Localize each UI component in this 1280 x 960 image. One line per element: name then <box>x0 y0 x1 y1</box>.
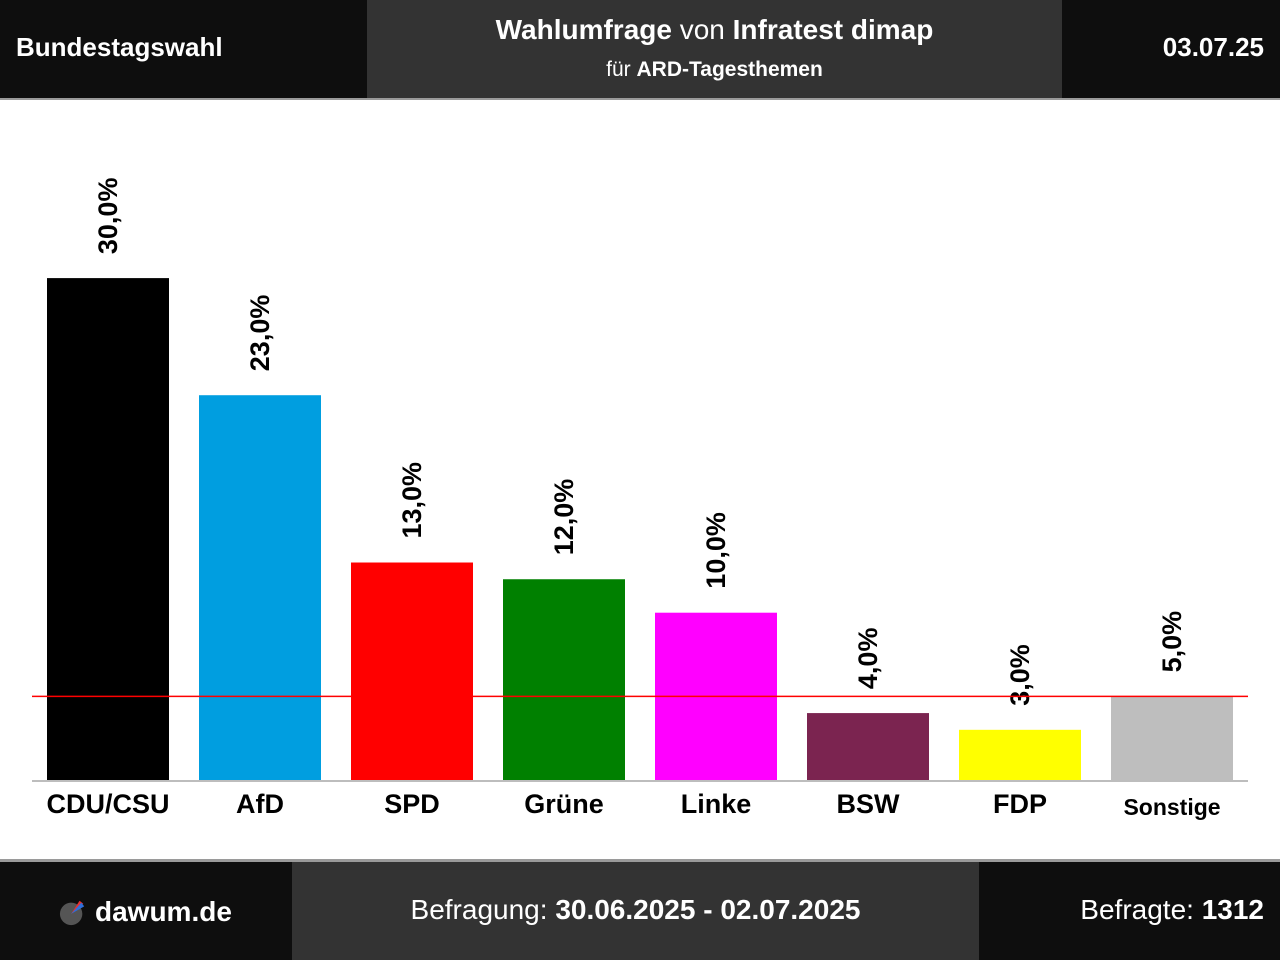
category-label-8: Sonstige <box>1123 794 1220 820</box>
category-label-5: Linke <box>681 789 752 819</box>
respondents: Befragte: 1312 <box>1080 894 1264 926</box>
header-center-panel: Wahlumfrage von Infratest dimap für ARD-… <box>367 0 1062 98</box>
category-label-2: AfD <box>236 789 284 819</box>
survey-date: 03.07.25 <box>1162 32 1264 62</box>
period-value: 30.06.2025 - 02.07.2025 <box>555 894 861 925</box>
header-right-panel: 03.07.25 <box>1062 0 1280 98</box>
value-label-1: 30,0% <box>93 178 123 255</box>
value-label-2: 23,0% <box>245 295 275 372</box>
footer-center-panel: Befragung: 30.06.2025 - 02.07.2025 <box>292 862 979 960</box>
bar-3 <box>351 562 473 780</box>
value-label-7: 3,0% <box>1005 644 1035 706</box>
value-label-6: 4,0% <box>853 628 883 690</box>
footer-right-panel: Befragte: 1312 <box>979 862 1280 960</box>
category-label-6: BSW <box>837 789 901 819</box>
bar-6 <box>807 713 929 780</box>
survey-word: Wahlumfrage <box>495 14 672 45</box>
dawum-logo-icon <box>59 900 85 926</box>
category-label-1: CDU/CSU <box>46 789 169 819</box>
bar-4 <box>503 579 625 780</box>
survey-subtitle: für ARD-Tagesthemen <box>367 58 1062 82</box>
value-label-3: 13,0% <box>397 462 427 539</box>
bar-7 <box>959 729 1081 780</box>
bar-8 <box>1111 696 1233 780</box>
client-name: ARD-Tagesthemen <box>636 58 823 81</box>
category-label-3: SPD <box>384 789 440 819</box>
respondents-label: Befragte: <box>1080 894 1202 925</box>
value-label-5: 10,0% <box>701 512 731 589</box>
election-title: Bundestagswahl <box>16 32 223 62</box>
footer-divider <box>0 859 1280 862</box>
header: Bundestagswahl Wahlumfrage von Infratest… <box>0 0 1280 98</box>
survey-period: Befragung: 30.06.2025 - 02.07.2025 <box>292 894 979 926</box>
period-label: Befragung: <box>410 894 556 925</box>
von-word: von <box>671 14 733 45</box>
header-divider <box>0 98 1280 100</box>
footer: dawum.de Befragung: 30.06.2025 - 02.07.2… <box>0 862 1280 960</box>
bar-1 <box>47 278 169 780</box>
fuer-word: für <box>606 58 637 81</box>
category-label-7: FDP <box>993 789 1047 819</box>
bar-chart: 30,0% CDU/CSU 23,0% AfD 13,0% SPD 12,0% Grüne 10… <box>32 178 1248 820</box>
value-label-8: 5,0% <box>1157 611 1187 673</box>
institute-name: Infratest dimap <box>732 14 934 45</box>
site-name[interactable]: dawum.de <box>95 896 232 927</box>
value-label-4: 12,0% <box>549 479 579 556</box>
category-label-4: Grüne <box>524 789 604 819</box>
respondents-value: 1312 <box>1201 894 1264 925</box>
header-left-panel: Bundestagswahl <box>0 0 367 98</box>
survey-title: Wahlumfrage von Infratest dimap <box>367 14 1062 46</box>
footer-left-panel[interactable]: dawum.de <box>0 862 292 960</box>
bar-2 <box>199 395 321 780</box>
